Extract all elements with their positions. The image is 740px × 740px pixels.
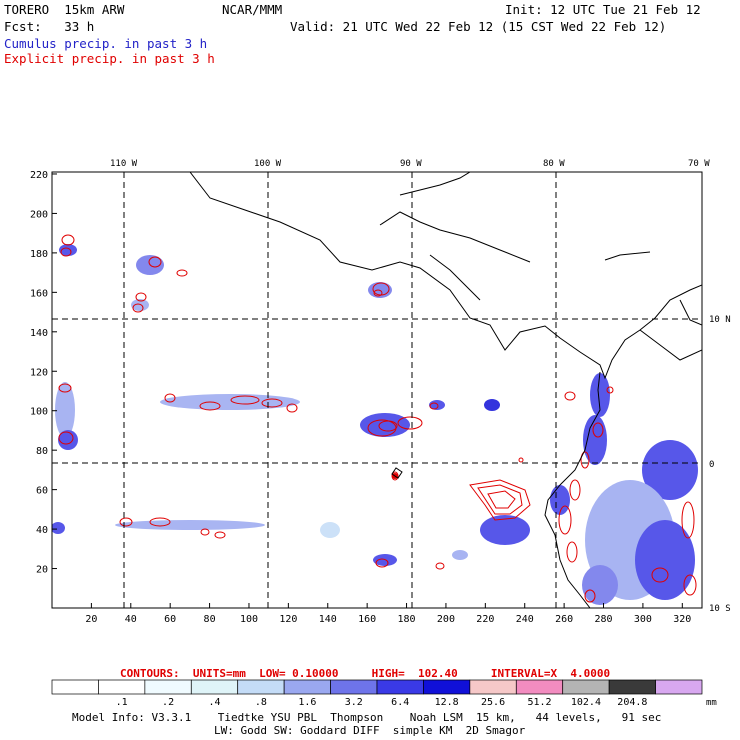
colorbar-label: 6.4 <box>391 697 409 708</box>
x-tick-label: 140 <box>319 614 337 625</box>
colorbar-label: .2 <box>162 697 174 708</box>
colorbar-label: 3.2 <box>345 697 363 708</box>
colorbar-swatch <box>515 679 564 695</box>
physics-info: LW: Godd SW: Goddard DIFF simple KM 2D S… <box>214 724 526 737</box>
x-tick-label: 160 <box>358 614 376 625</box>
colorbar-swatch <box>144 679 192 695</box>
x-tick-label: 200 <box>437 614 455 625</box>
colorbar-swatch <box>237 679 285 695</box>
latitude-labels: 10 N 0 10 S <box>709 315 731 614</box>
colorbar-swatch <box>562 679 610 695</box>
valid-time: Valid: 21 UTC Wed 22 Feb 12 (15 CST Wed … <box>290 19 667 34</box>
colorbar-label: 12.8 <box>435 697 459 708</box>
x-tick-label: 80 <box>204 614 216 625</box>
forecast-hour: Fcst: 33 h <box>4 19 95 34</box>
lon-label-70w: 70 W <box>688 159 710 169</box>
x-tick-label: 100 <box>240 614 258 625</box>
lat-label-0: 0 <box>709 460 714 470</box>
colorbar-label: 204.8 <box>617 697 647 708</box>
model-info: Model Info: V3.3.1 Tiedtke YSU PBL Thomp… <box>72 711 662 724</box>
x-tick-label: 120 <box>279 614 297 625</box>
x-tick-label: 320 <box>673 614 691 625</box>
colorbar-swatch <box>190 679 239 695</box>
colorbar-label: .8 <box>255 697 267 708</box>
longitude-labels: 110 W 100 W 90 W 80 W 70 W <box>110 159 710 169</box>
contours-info: CONTOURS: UNITS=mm LOW= 0.10000 HIGH= 10… <box>120 667 611 680</box>
colorbar-swatch <box>655 679 703 695</box>
init-time: Init: 12 UTC Tue 21 Feb 12 <box>505 2 701 17</box>
y-tick-label: 180 <box>30 249 48 260</box>
cumulus-legend: Cumulus precip. in past 3 h <box>4 36 208 51</box>
x-tick-label: 60 <box>164 614 176 625</box>
colorbar-label: 51.2 <box>527 697 551 708</box>
y-tick-label: 160 <box>30 288 48 299</box>
y-tick-label: 140 <box>30 328 48 339</box>
lat-label-10s: 10 S <box>709 604 731 614</box>
colorbar-label: 102.4 <box>571 697 601 708</box>
y-tick-label: 20 <box>36 565 48 576</box>
colorbar-swatch <box>51 679 99 695</box>
x-tick-label: 20 <box>85 614 97 625</box>
y-tick-label: 220 <box>30 170 48 181</box>
x-axis-ticks: 20 40 60 80 100 120 140 160 180 200 220 240 260 280 30… <box>85 603 691 625</box>
y-tick-label: 40 <box>36 525 48 536</box>
explicit-precip-contours <box>58 234 697 603</box>
y-tick-label: 80 <box>36 446 48 457</box>
map-frame <box>51 171 703 609</box>
model-name: TORERO 15km ARW <box>4 2 125 17</box>
x-tick-label: 280 <box>594 614 612 625</box>
organization: NCAR/MMM <box>222 2 283 17</box>
colorbar-label: 25.6 <box>481 697 505 708</box>
lon-label-100w: 100 W <box>254 159 282 169</box>
explicit-legend: Explicit precip. in past 3 h <box>4 51 215 66</box>
y-tick-label: 200 <box>30 209 48 220</box>
lon-label-110w: 110 W <box>110 159 138 169</box>
colorbar-swatch <box>376 679 424 695</box>
x-tick-label: 180 <box>398 614 416 625</box>
colorbar-label: .4 <box>208 697 220 708</box>
colorbar-unit: mm <box>706 698 717 708</box>
y-tick-label: 120 <box>30 367 48 378</box>
y-tick-label: 100 <box>30 407 48 418</box>
colorbar-swatch <box>98 679 146 695</box>
colorbar: .1 .2 .4 .8 1.6 3.2 6.4 12.8 25.6 51.2 102.4 204.8 m… <box>51 679 717 708</box>
lon-label-90w: 90 W <box>400 159 422 169</box>
lat-lon-grid <box>52 172 702 608</box>
y-axis-ticks: 20 40 60 80 100 120 140 160 180 200 220 <box>30 170 57 576</box>
lon-label-80w: 80 W <box>543 159 565 169</box>
colorbar-swatch <box>469 679 517 695</box>
x-tick-label: 40 <box>125 614 137 625</box>
colorbar-swatch <box>608 679 656 695</box>
colorbar-swatch <box>423 679 471 695</box>
colorbar-label: 1.6 <box>298 697 316 708</box>
x-tick-label: 300 <box>634 614 652 625</box>
x-tick-label: 220 <box>476 614 494 625</box>
colorbar-label: .1 <box>116 697 128 708</box>
colorbar-swatch <box>283 679 331 695</box>
lat-label-10n: 10 N <box>709 315 731 325</box>
colorbar-swatch <box>330 679 378 695</box>
y-tick-label: 60 <box>36 486 48 497</box>
coastlines <box>189 172 702 608</box>
x-tick-label: 240 <box>516 614 534 625</box>
x-tick-label: 260 <box>555 614 573 625</box>
